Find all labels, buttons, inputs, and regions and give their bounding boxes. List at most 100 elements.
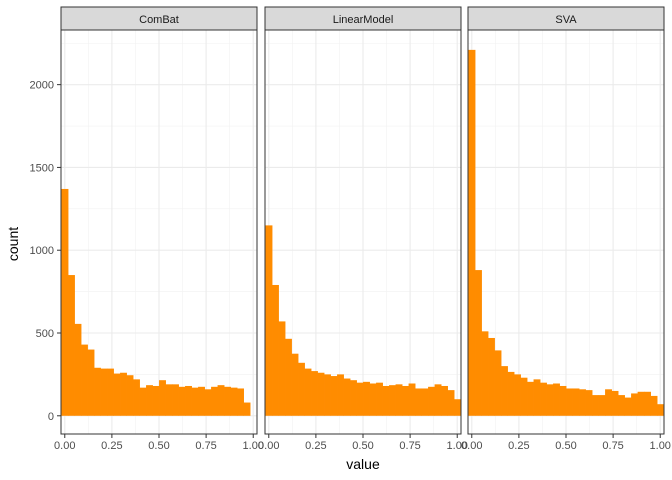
x-tick-label: 0.75	[602, 440, 623, 452]
histogram-bar	[94, 367, 101, 416]
strip-background	[60, 6, 258, 31]
histogram-bar	[382, 385, 390, 416]
histogram-bar	[611, 390, 619, 416]
histogram-bar	[389, 385, 396, 416]
histogram-bar	[428, 386, 435, 416]
histogram-bar	[165, 384, 173, 416]
histogram-bar	[468, 49, 476, 416]
histogram-bar	[395, 384, 403, 416]
histogram-bar	[317, 372, 325, 416]
histogram-bar	[87, 349, 95, 416]
panel-linearmodel: LinearModel	[264, 6, 462, 435]
histogram-bar	[133, 379, 140, 416]
histogram-bar	[152, 385, 160, 416]
histogram-bar	[237, 388, 244, 416]
histogram-bar	[185, 385, 192, 416]
histogram-bar	[330, 376, 338, 416]
histogram-bar	[217, 385, 225, 416]
histogram-bar	[74, 323, 82, 416]
y-tick-label: 2000	[30, 80, 54, 92]
histogram-bar	[650, 395, 658, 416]
histogram-bar	[265, 225, 273, 416]
histogram-bar	[113, 373, 121, 416]
histogram-bar	[585, 390, 593, 416]
histogram-bar	[501, 366, 508, 416]
histogram-bar	[631, 393, 638, 416]
strip-background	[467, 6, 665, 31]
histogram-bar	[107, 368, 114, 416]
histogram-bar	[402, 385, 409, 416]
histogram-bar	[343, 378, 351, 416]
histogram-bar	[605, 389, 612, 416]
histogram-bar	[272, 284, 279, 416]
histogram-bar	[415, 388, 422, 416]
histogram-bar	[159, 380, 166, 416]
histogram-bar	[204, 389, 212, 416]
x-axis: 0.00 0.25 0.50 0.75 1.00	[54, 434, 264, 452]
panel-combat: ComBat	[60, 6, 258, 435]
histogram-bar	[211, 386, 218, 416]
histogram-bar	[618, 395, 625, 416]
histogram-bar	[61, 188, 69, 416]
strip-label: SVA	[555, 14, 577, 26]
histogram-bar	[441, 385, 448, 416]
histogram-bar	[68, 275, 75, 416]
histogram-bar	[100, 368, 108, 416]
histogram-bar	[291, 353, 299, 416]
histogram-bar	[230, 387, 238, 416]
histogram-bar	[363, 381, 370, 416]
histogram-bar	[324, 374, 331, 416]
histogram-bar	[481, 331, 489, 416]
x-tick-label: 0.50	[352, 440, 373, 452]
histogram-bar	[408, 383, 416, 416]
x-axes: 0.00 0.25 0.50 0.75 1.000.00 0.25 0.50 0.75 1.00…	[54, 434, 671, 452]
x-tick-label: 0.50	[555, 440, 576, 452]
histogram-bar	[304, 368, 312, 416]
x-tick-label: 0.25	[305, 440, 326, 452]
x-tick-label: 1.00	[447, 440, 468, 452]
x-axis-title: value	[346, 456, 380, 472]
histogram-bar	[566, 388, 573, 416]
histogram-bar	[592, 395, 599, 416]
histogram-bar	[120, 372, 127, 416]
histogram-bar	[298, 362, 305, 416]
panel-sva: SVA	[467, 6, 665, 435]
histogram-bar	[311, 371, 318, 416]
histogram-bar	[356, 382, 364, 416]
histogram-bar	[81, 344, 88, 416]
histogram-bar	[507, 371, 515, 416]
histogram-bar	[243, 402, 251, 416]
histogram-bar	[637, 391, 645, 416]
histogram-bar	[337, 374, 344, 416]
histogram-bar	[644, 391, 651, 416]
histogram-bar	[447, 390, 455, 416]
histogram-bar	[126, 375, 134, 416]
strip-label: ComBat	[139, 14, 179, 26]
histogram-bar	[421, 388, 429, 416]
histogram-bar	[146, 385, 153, 416]
y-tick-label: 500	[36, 328, 54, 340]
y-axis: 0 500 1000 1500 2000	[30, 80, 61, 423]
histogram-bar	[454, 399, 461, 416]
strip-background	[264, 6, 462, 31]
histogram-bar	[285, 338, 292, 416]
x-tick-label: 0.75	[195, 440, 216, 452]
histogram-bar	[546, 384, 554, 416]
histogram-bar	[579, 389, 586, 416]
panels: ComBat LinearModel SVA	[60, 6, 665, 435]
histogram-bar	[172, 384, 179, 416]
histogram-bar	[540, 382, 547, 416]
y-tick-label: 1500	[30, 162, 54, 174]
histogram-bar	[350, 380, 357, 416]
x-tick-label: 0.00	[54, 440, 75, 452]
y-axis-title: count	[5, 227, 21, 261]
x-tick-label: 0.25	[508, 440, 529, 452]
histogram-bar	[520, 377, 528, 416]
bars	[468, 49, 664, 416]
histogram-bar	[514, 374, 521, 416]
histogram-bar	[139, 387, 147, 416]
histogram-bar	[488, 337, 495, 416]
histogram-bar	[278, 321, 286, 416]
histogram-bar	[494, 350, 502, 416]
